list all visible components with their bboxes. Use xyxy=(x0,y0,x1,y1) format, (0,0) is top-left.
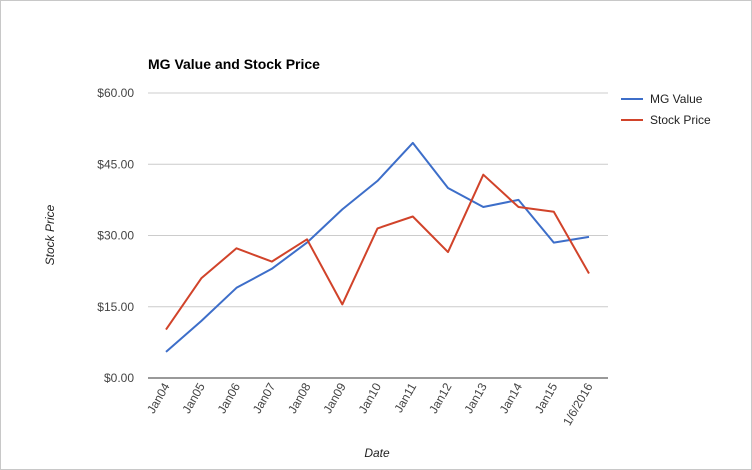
x-tick-label: 1/6/2016 xyxy=(560,380,596,428)
y-tick-labels: $0.00 $15.00 $30.00 $45.00 $60.00 xyxy=(97,86,134,385)
series-line-mg-value xyxy=(165,141,590,353)
y-axis-title: Stock Price xyxy=(43,204,57,265)
x-tick-label: Jan06 xyxy=(215,380,244,416)
x-tick-label: Jan10 xyxy=(356,380,385,416)
series-line-stock-price xyxy=(165,173,590,331)
gridlines xyxy=(148,92,608,379)
chart-title: MG Value and Stock Price xyxy=(148,56,320,72)
y-tick-label: $30.00 xyxy=(97,229,134,243)
x-tick-label: Jan05 xyxy=(179,380,208,416)
x-tick-label: Jan14 xyxy=(497,380,526,416)
legend-label: MG Value xyxy=(650,92,703,106)
y-tick-label: $45.00 xyxy=(97,157,134,171)
y-tick-label: $15.00 xyxy=(97,300,134,314)
x-tick-label: Jan09 xyxy=(320,380,349,416)
series-lines xyxy=(165,141,590,353)
x-tick-label: Jan15 xyxy=(532,380,561,416)
x-tick-label: Jan12 xyxy=(426,380,455,416)
legend: MG Value Stock Price xyxy=(621,92,711,127)
legend-label: Stock Price xyxy=(650,113,711,127)
x-tick-label: Jan11 xyxy=(391,380,419,415)
x-tick-label: Jan07 xyxy=(250,380,279,416)
x-axis-title: Date xyxy=(364,446,390,460)
x-tick-labels: Jan04 Jan05 Jan06 Jan07 Jan08 Jan09 Jan10 Jan11… xyxy=(144,380,596,428)
x-tick-label: Jan04 xyxy=(144,380,173,416)
y-tick-label: $0.00 xyxy=(104,371,134,385)
x-tick-label: Jan13 xyxy=(461,380,490,416)
y-tick-label: $60.00 xyxy=(97,86,134,100)
x-tick-label: Jan08 xyxy=(285,380,314,416)
